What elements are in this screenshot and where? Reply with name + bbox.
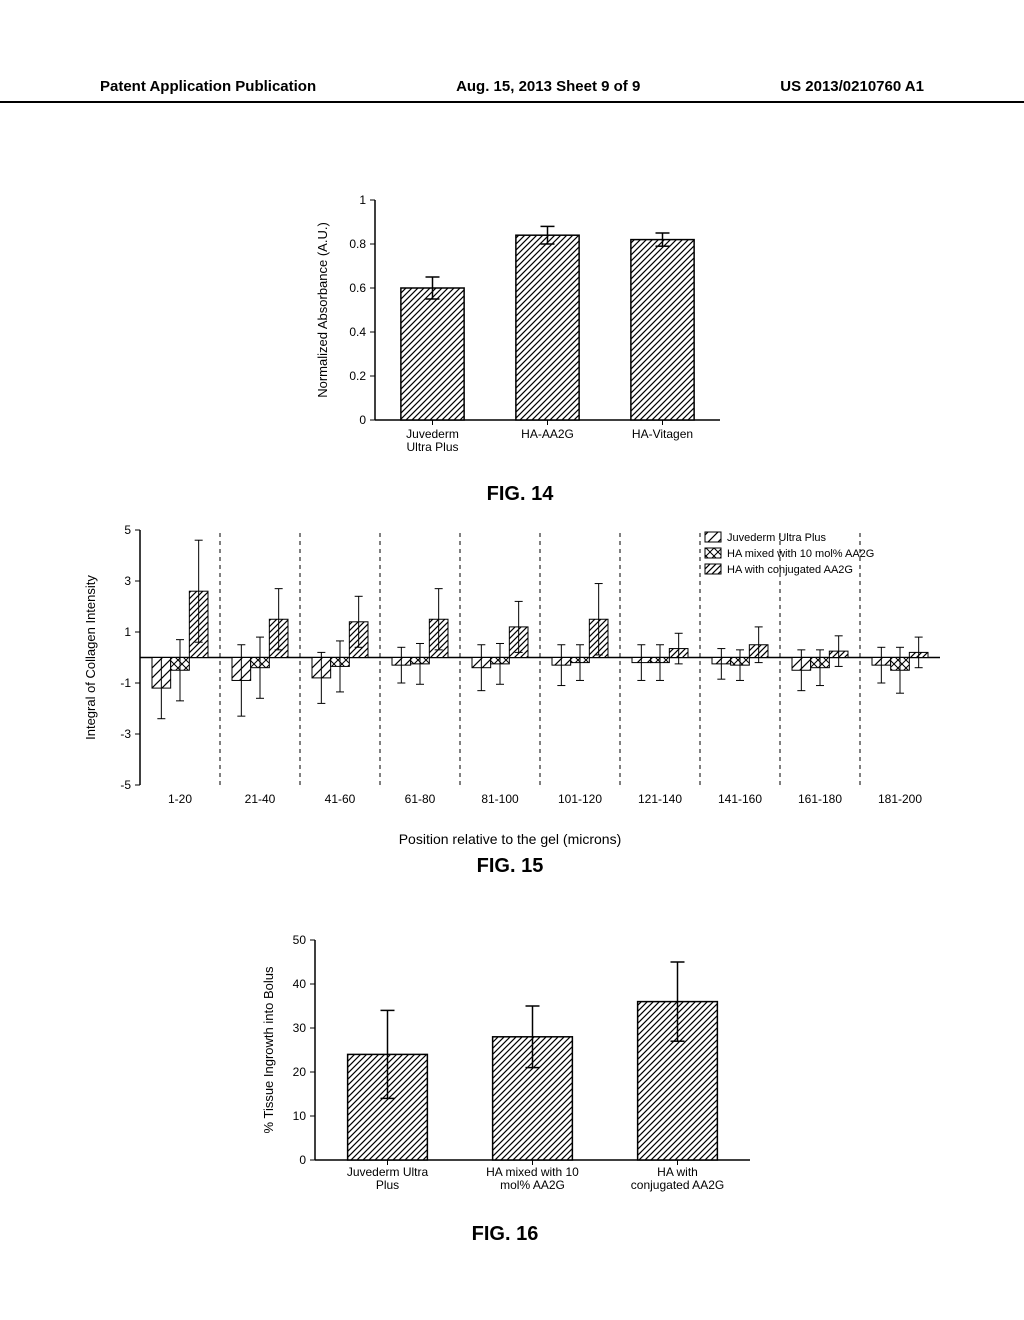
svg-text:HA with: HA with: [657, 1165, 698, 1179]
svg-text:5: 5: [124, 523, 131, 537]
svg-text:HA-AA2G: HA-AA2G: [521, 427, 574, 441]
svg-text:20: 20: [293, 1065, 307, 1079]
svg-text:0: 0: [359, 413, 366, 427]
svg-text:-3: -3: [120, 727, 131, 741]
svg-text:HA-Vitagen: HA-Vitagen: [632, 427, 693, 441]
fig14-chart: 0 0.2 0.4 0.6 0.8 1 Normalized Absorbance (A.U…: [300, 190, 740, 470]
fig16-chart: 0 10 20 30 40 50 % Tissue Ingrowth into Bolus J…: [245, 930, 765, 1210]
fig15-xlabel: Position relative to the gel (microns): [70, 831, 950, 847]
svg-text:Juvederm Ultra: Juvederm Ultra: [347, 1165, 429, 1179]
svg-text:181-200: 181-200: [878, 792, 922, 806]
svg-text:0.6: 0.6: [349, 281, 366, 295]
svg-text:1: 1: [359, 193, 366, 207]
svg-text:0: 0: [299, 1153, 306, 1167]
svg-text:Normalized Absorbance (A.U.): Normalized Absorbance (A.U.): [315, 222, 330, 398]
svg-text:Integral of Collagen Intensity: Integral of Collagen Intensity: [83, 575, 98, 740]
fig15-title: FIG. 15: [70, 855, 950, 878]
svg-text:Juvederm Ultra Plus: Juvederm Ultra Plus: [727, 532, 827, 544]
svg-text:0.8: 0.8: [349, 237, 366, 251]
svg-text:10: 10: [293, 1109, 307, 1123]
svg-text:161-180: 161-180: [798, 792, 842, 806]
svg-text:121-140: 121-140: [638, 792, 682, 806]
svg-text:101-120: 101-120: [558, 792, 602, 806]
svg-text:% Tissue Ingrowth into Bolus: % Tissue Ingrowth into Bolus: [261, 966, 276, 1133]
svg-text:HA with conjugated AA2G: HA with conjugated AA2G: [727, 564, 853, 576]
svg-text:40: 40: [293, 977, 307, 991]
svg-text:41-60: 41-60: [325, 792, 356, 806]
svg-text:-1: -1: [120, 676, 131, 690]
fig16-title: FIG. 16: [245, 1223, 765, 1246]
page-header: Patent Application Publication Aug. 15, …: [0, 78, 1024, 103]
svg-text:50: 50: [293, 933, 307, 947]
header-left: Patent Application Publication: [100, 78, 316, 95]
svg-text:-5: -5: [120, 778, 131, 792]
header-center: Aug. 15, 2013 Sheet 9 of 9: [456, 78, 640, 95]
svg-text:1: 1: [124, 625, 131, 639]
header-right: US 2013/0210760 A1: [780, 78, 924, 95]
svg-text:HA mixed with 10 mol% AA2G: HA mixed with 10 mol% AA2G: [727, 548, 874, 560]
svg-text:141-160: 141-160: [718, 792, 762, 806]
svg-text:30: 30: [293, 1021, 307, 1035]
svg-text:0.4: 0.4: [349, 325, 366, 339]
svg-text:81-100: 81-100: [481, 792, 519, 806]
svg-text:0.2: 0.2: [349, 369, 366, 383]
svg-text:Plus: Plus: [376, 1178, 399, 1192]
svg-text:conjugated AA2G: conjugated AA2G: [631, 1178, 724, 1192]
svg-text:61-80: 61-80: [405, 792, 436, 806]
svg-text:3: 3: [124, 574, 131, 588]
svg-text:21-40: 21-40: [245, 792, 276, 806]
svg-text:HA mixed with 10: HA mixed with 10: [486, 1165, 579, 1179]
svg-text:1-20: 1-20: [168, 792, 192, 806]
fig15-chart: Juvederm Ultra Plus HA mixed with 10 mol%…: [70, 520, 950, 820]
svg-text:Ultra Plus: Ultra Plus: [406, 440, 458, 454]
fig14-title: FIG. 14: [300, 483, 740, 506]
svg-text:Juvederm: Juvederm: [406, 427, 459, 441]
svg-text:mol% AA2G: mol% AA2G: [500, 1178, 565, 1192]
